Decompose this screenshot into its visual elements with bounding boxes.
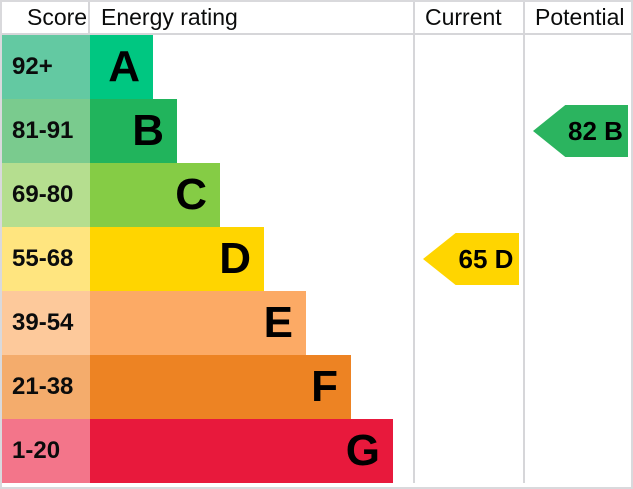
- header-energy-rating: Energy rating: [101, 4, 238, 30]
- rating-band-row: 69-80 C: [2, 163, 413, 227]
- band-score-range: 21-38: [2, 355, 90, 419]
- potential-column: 82 B: [523, 35, 631, 483]
- band-score-range: 92+: [2, 35, 90, 99]
- rating-scale: 92+ A 81-91 B 69-80 C 55-68 D 39-54 E 21…: [2, 35, 413, 483]
- band-letter: B: [132, 106, 164, 155]
- band-bar: D: [90, 227, 264, 291]
- current-column: 65 D: [413, 35, 523, 483]
- band-bar: E: [90, 291, 306, 355]
- current-rating-label: 65 D: [458, 243, 514, 274]
- rating-band-row: 92+ A: [2, 35, 413, 99]
- potential-rating-arrow: 82 B: [533, 105, 628, 157]
- rating-band-row: 39-54 E: [2, 291, 413, 355]
- band-bar: C: [90, 163, 220, 227]
- band-bar: F: [90, 355, 351, 419]
- band-bar: B: [90, 99, 177, 163]
- band-letter: F: [311, 362, 338, 411]
- header-current: Current: [413, 2, 523, 33]
- header-potential: Potential: [523, 2, 631, 33]
- band-bar: A: [90, 35, 153, 99]
- epc-header-row: Score Energy rating Current Potential: [2, 2, 631, 35]
- band-letter: A: [108, 42, 140, 91]
- rating-band-row: 21-38 F: [2, 355, 413, 419]
- header-score: Score: [2, 2, 90, 33]
- band-letter: G: [345, 426, 380, 475]
- band-score-range: 81-91: [2, 99, 90, 163]
- rating-band-row: 81-91 B: [2, 99, 413, 163]
- current-rating-arrow: 65 D: [423, 233, 519, 285]
- epc-body: 92+ A 81-91 B 69-80 C 55-68 D 39-54 E 21…: [2, 35, 631, 483]
- band-score-range: 1-20: [2, 419, 90, 483]
- rating-band-row: 1-20 G: [2, 419, 413, 483]
- band-score-range: 55-68: [2, 227, 90, 291]
- band-letter: C: [175, 170, 207, 219]
- band-score-range: 39-54: [2, 291, 90, 355]
- band-letter: E: [263, 298, 293, 347]
- band-score-range: 69-80: [2, 163, 90, 227]
- rating-band-row: 55-68 D: [2, 227, 413, 291]
- band-bar: G: [90, 419, 393, 483]
- band-letter: D: [219, 234, 251, 283]
- potential-rating-label: 82 B: [568, 115, 623, 146]
